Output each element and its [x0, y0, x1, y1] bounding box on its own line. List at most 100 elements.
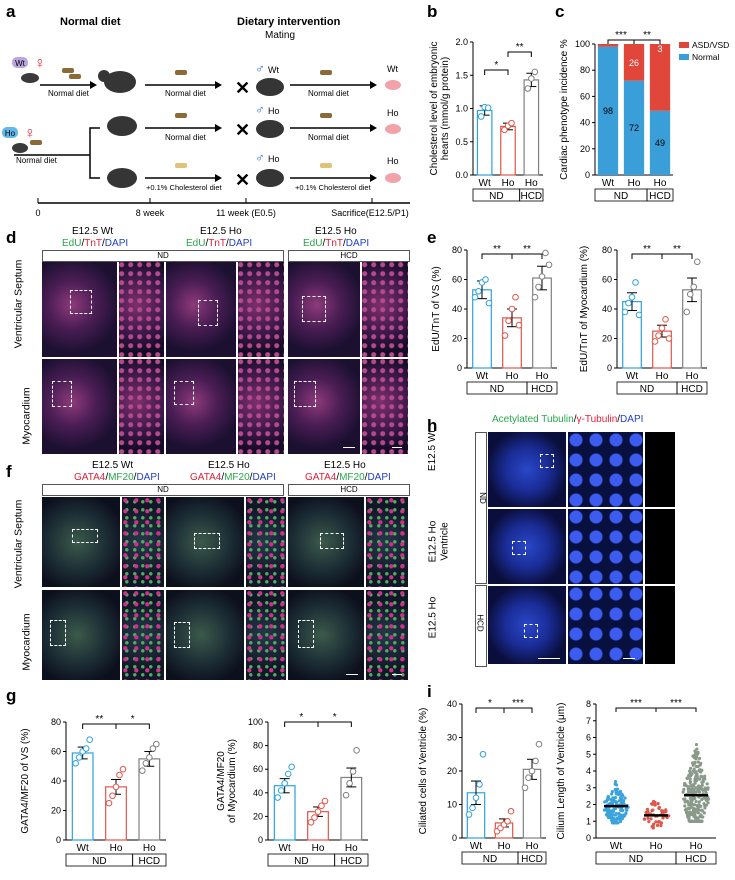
x-tick-label: Ho: [628, 178, 641, 189]
bar-asd-vsd: [623, 44, 645, 81]
data-point: [615, 821, 619, 825]
y-tick-label: 20: [51, 806, 61, 816]
significance-label: ***: [630, 698, 642, 709]
data-point: [307, 819, 315, 826]
y-tick-label: 5: [586, 749, 591, 759]
d-myo-ho-zoom: [238, 359, 284, 454]
data-point: [632, 279, 639, 286]
data-point: [619, 808, 623, 812]
breeding-scheme: Wt ♀ Normal diet Normal diet ✕ ♂ Wt Norm…: [2, 55, 410, 218]
bar: [532, 277, 552, 369]
data-point: [653, 803, 657, 807]
h-row3-label: E12.5 Ho: [427, 596, 439, 639]
group-box-hcd: [517, 851, 547, 865]
d-col3-title: E12.5 Ho: [315, 226, 357, 237]
y-tick-label: 2.0: [455, 37, 468, 47]
panel-letter-f: f: [6, 462, 12, 481]
data-point: [688, 773, 692, 777]
d-vs-hcd-image: [288, 262, 360, 357]
data-point: [284, 770, 292, 778]
d-vs-ho-image: [166, 262, 236, 357]
data-point: [615, 816, 620, 820]
f-vs-ho-image: [166, 497, 244, 587]
significance-label: **: [643, 244, 651, 255]
data-point: [472, 794, 480, 802]
y-axis-label: GATA4/MF20: [216, 751, 227, 811]
group-label-hcd: HCD: [138, 856, 160, 867]
data-point: [605, 808, 610, 813]
data-point: [703, 788, 708, 793]
f-row1-label: Ventricular Septum: [12, 499, 25, 589]
data-point: [657, 805, 661, 810]
data-point: [535, 283, 542, 291]
y-tick-label: 60: [602, 275, 612, 285]
data-point: [142, 760, 150, 767]
significance-label: **: [643, 30, 651, 41]
data-point: [701, 815, 705, 819]
svg-text:Wt: Wt: [15, 59, 26, 68]
mating-label: Mating: [265, 30, 296, 41]
bar: [500, 125, 516, 176]
d-col2-title: E12.5 Ho: [200, 226, 242, 237]
data-point: [311, 814, 318, 821]
x-tick-label: Wt: [626, 371, 638, 382]
data-point: [477, 113, 485, 120]
data-point: [628, 293, 636, 301]
x-tick-label: Ho: [525, 178, 538, 189]
data-point: [694, 757, 698, 761]
y-tick-label: 4: [586, 766, 591, 776]
bar-asd-vsd: [649, 44, 671, 111]
f-group-nd: ND: [42, 484, 284, 496]
svg-text:Ho: Ho: [268, 154, 280, 164]
h-hcd-zoom: [568, 586, 643, 664]
h-stain-title: Acetylated Tubulin/γ-Tubulin/DAPI: [492, 414, 644, 425]
data-point: [619, 790, 623, 795]
data-point: [611, 796, 615, 800]
bar-normal: [597, 46, 619, 176]
significance-bracket: [503, 707, 533, 713]
legend-swatch-asd: [679, 42, 689, 48]
data-label: 3: [657, 44, 662, 54]
data-point: [693, 771, 697, 775]
data-point: [119, 765, 127, 773]
data-point: [647, 820, 651, 824]
y-tick-label: 0.0: [455, 170, 468, 180]
f-col1-title: E12.5 Wt: [92, 460, 134, 471]
h-hcd-channels: [645, 586, 675, 664]
svg-text:♂: ♂: [255, 61, 265, 76]
data-point: [528, 75, 535, 82]
data-point: [645, 807, 650, 811]
data-point: [695, 807, 699, 811]
d-vs-hcd-zoom: [362, 262, 408, 357]
data-point: [318, 802, 325, 810]
data-point: [507, 807, 515, 815]
h-ho-image: [488, 509, 566, 584]
d-col1-stain: EdU/TnT/DAPI: [62, 238, 129, 249]
significance-label: ***: [512, 698, 524, 709]
significance-label: **: [523, 244, 531, 255]
significance-label: *: [131, 714, 135, 725]
data-point: [532, 757, 539, 765]
data-point: [693, 819, 697, 823]
f-myo-ho-zoom: [246, 590, 286, 680]
y-tick-label: 40: [580, 118, 590, 128]
data-point: [482, 276, 489, 283]
data-point: [469, 804, 476, 812]
svg-text:+0.1% Cholesterol diet: +0.1% Cholesterol diet: [146, 183, 223, 192]
bar: [273, 785, 296, 841]
y-axis-label: Cilium Length of Ventricle (μm): [556, 703, 567, 840]
data-point: [75, 754, 83, 761]
significance-bracket: [655, 707, 697, 712]
data-point: [635, 311, 643, 319]
mouse-row1: [98, 70, 136, 93]
data-point: [688, 777, 692, 781]
data-point: [703, 774, 707, 778]
data-point: [618, 820, 622, 824]
x-tick-label: Wt: [610, 841, 622, 852]
data-point: [621, 308, 629, 316]
data-point: [696, 811, 700, 815]
data-point: [694, 799, 698, 804]
f-vs-wt-zoom: [122, 497, 164, 587]
